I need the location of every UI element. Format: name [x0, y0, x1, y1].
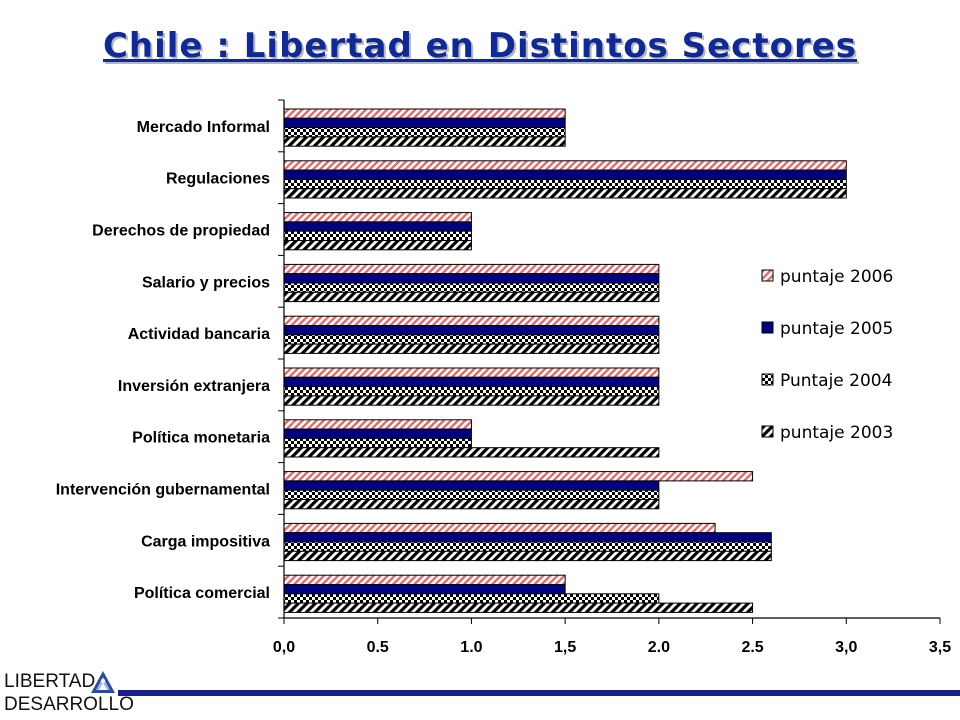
bar-0-1: [283, 160, 847, 171]
bar-1-3: [283, 273, 660, 284]
axes-layer: [278, 99, 941, 624]
legend-swatch: [761, 373, 774, 386]
bar-2-7: [283, 489, 660, 501]
legend-label: puntaje 2003: [780, 423, 893, 443]
category-label: Política monetaria: [132, 430, 270, 447]
footer-bar: [118, 690, 960, 696]
bar-1-9: [283, 584, 566, 595]
logo-triangle-icon: [91, 671, 115, 693]
bar-1-4: [283, 325, 660, 336]
bars-layer: [283, 108, 847, 613]
bar-2-1: [283, 178, 847, 190]
category-label: Política comercial: [134, 585, 270, 602]
bar-1-2: [283, 221, 472, 232]
bar-1-8: [283, 532, 772, 543]
bar-0-6: [283, 419, 472, 430]
x-tick-label: 3,5: [929, 639, 951, 656]
legend-label: puntaje 2006: [780, 267, 893, 287]
x-tick-label: 2.0: [648, 639, 670, 656]
x-tick-label: 0.5: [367, 639, 389, 656]
bar-1-5: [283, 376, 660, 388]
bar-0-4: [283, 315, 660, 327]
bar-2-0: [283, 127, 566, 138]
x-tick-label: 3,0: [835, 639, 857, 656]
x-tick-label: 1,5: [554, 639, 576, 656]
bar-3-5: [283, 395, 660, 406]
x-tick-label: 2.5: [741, 639, 763, 656]
bar-1-6: [283, 428, 472, 439]
category-label: Intervención gubernamental: [56, 482, 270, 499]
bar-2-2: [283, 230, 472, 241]
bar-1-0: [283, 117, 566, 129]
category-label: Derechos de propiedad: [92, 223, 270, 240]
bar-3-6: [283, 447, 660, 458]
x-tick-label: 0,0: [273, 639, 295, 656]
category-labels: Mercado Informal Regulaciones Derechos de …: [56, 119, 270, 602]
page-title: Chile : Libertad en Distintos Sectores: [102, 26, 858, 66]
bar-2-6: [283, 437, 472, 449]
legend-swatch: [761, 269, 774, 282]
category-label: Actividad bancaria: [128, 326, 270, 343]
bar-3-0: [283, 136, 566, 147]
bar-1-7: [283, 480, 660, 491]
logo-line2: DESARROLLO: [4, 694, 134, 715]
bar-2-3: [283, 282, 660, 293]
bar-1-1: [283, 169, 847, 180]
bar-0-0: [283, 108, 566, 119]
libertad-desarrollo-logo: LIBERTAD DESARROLLO: [4, 668, 134, 720]
category-label: Mercado Informal: [137, 119, 270, 136]
bar-3-2: [283, 240, 472, 251]
bar-3-8: [283, 550, 772, 562]
legend-label: puntaje 2005: [780, 319, 893, 339]
category-label: Regulaciones: [166, 171, 270, 188]
bar-2-4: [283, 334, 660, 345]
bar-3-1: [283, 188, 847, 199]
category-label: Inversión extranjera: [118, 378, 270, 395]
bar-3-3: [283, 291, 660, 303]
bar-0-5: [283, 367, 660, 378]
legend-swatch: [761, 321, 774, 334]
tick-labels: 0,0 0.5 1.0 1,5 2.0 2.5 3,0 3,5: [273, 639, 951, 656]
legend-swatch: [761, 425, 774, 438]
bar-3-9: [283, 602, 754, 613]
bar-0-2: [283, 212, 472, 223]
bar-0-7: [283, 471, 754, 482]
category-label: Salario y precios: [142, 274, 270, 291]
bar-2-9: [283, 593, 660, 604]
legend: puntaje 2006 puntaje 2005 Puntaje 2004 punt…: [761, 267, 893, 443]
bar-3-7: [283, 499, 660, 510]
x-tick-label: 1.0: [460, 639, 482, 656]
bar-2-5: [283, 386, 660, 397]
legend-label: Puntaje 2004: [780, 371, 892, 391]
bar-2-8: [283, 541, 772, 552]
bar-0-9: [283, 574, 566, 586]
bar-0-3: [283, 263, 660, 275]
bar-0-8: [283, 522, 716, 534]
logo-line1: LIBERTAD: [4, 671, 96, 692]
bar-3-4: [283, 343, 660, 354]
category-label: Carga impositiva: [141, 533, 270, 550]
